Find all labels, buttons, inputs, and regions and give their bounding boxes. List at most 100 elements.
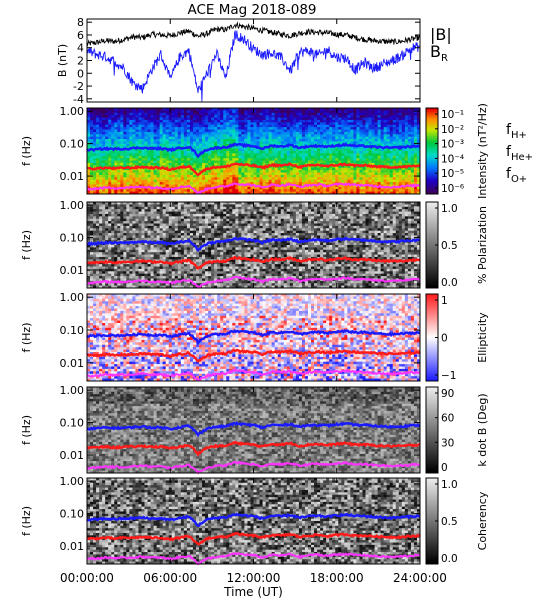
spectrogram-cell xyxy=(135,153,139,157)
spectrogram-cell xyxy=(211,146,215,150)
spectrogram-cell xyxy=(135,170,139,173)
spectrogram-cell xyxy=(232,174,236,178)
spectrogram-cell xyxy=(250,174,254,178)
spectrogram-cell xyxy=(120,119,124,123)
colorbar-swatch xyxy=(426,161,438,165)
colorbar-swatch xyxy=(426,191,438,195)
spectrogram-cell xyxy=(138,172,142,176)
spectrogram-cell xyxy=(162,155,167,159)
spectrogram-cell xyxy=(389,158,394,161)
spectrogram-cell xyxy=(214,155,218,159)
spectrogram-cell xyxy=(150,117,154,121)
spectrogram-cell xyxy=(102,182,106,185)
spectrogram-cell xyxy=(114,237,118,241)
spectrogram-cell xyxy=(277,141,282,145)
spectrogram-cell xyxy=(159,112,164,116)
spectrogram-cell xyxy=(141,115,145,118)
spectrogram-cell xyxy=(87,211,91,215)
spectrogram-cell xyxy=(153,204,158,208)
spectrogram-cell xyxy=(123,153,127,157)
spectrogram-cell xyxy=(138,223,142,227)
spectrogram-cell xyxy=(329,179,333,183)
spectrogram-cell xyxy=(341,127,345,130)
spectrogram-cell xyxy=(171,158,176,161)
colorbar-swatch xyxy=(426,172,438,176)
spectrogram-cell xyxy=(226,191,230,195)
spectrogram-cell xyxy=(226,143,230,147)
spectrogram-cell xyxy=(326,167,330,171)
spectrogram-cell xyxy=(380,110,385,114)
spectrogram-cell xyxy=(156,273,161,277)
spectrogram-cell xyxy=(153,206,158,210)
y-tick-label: 0 xyxy=(77,67,84,80)
spectrogram-cell xyxy=(205,117,209,121)
spectrogram-cell xyxy=(159,179,164,183)
spectrogram-cell xyxy=(317,134,321,138)
spectrogram-cell xyxy=(183,160,188,164)
spectrogram-cell xyxy=(365,158,369,161)
spectrogram-cell xyxy=(135,278,139,282)
spectrogram-cell xyxy=(171,146,176,150)
spectrogram-cell xyxy=(404,119,409,123)
spectrogram-cell xyxy=(87,276,91,279)
spectrogram-cell xyxy=(229,117,233,121)
spectrogram-cell xyxy=(386,172,391,176)
spectrogram-cell xyxy=(323,115,327,118)
spectrogram-cell xyxy=(217,119,221,123)
spectrogram-cell xyxy=(141,172,145,176)
spectrogram-cell xyxy=(326,191,330,195)
spectrogram-cell xyxy=(90,119,94,123)
spectrogram-cell xyxy=(126,235,130,239)
y-axis-label: f (Hz) xyxy=(20,136,33,166)
spectrogram-cell xyxy=(344,179,348,183)
spectrogram-cell xyxy=(123,264,127,267)
spectrogram-cell xyxy=(156,151,161,154)
spectrogram-cell xyxy=(162,266,167,270)
spectrogram-cell xyxy=(150,143,154,147)
spectrogram-cell xyxy=(323,122,327,126)
spectrogram-cell xyxy=(329,148,333,152)
spectrogram-cell xyxy=(265,141,270,145)
spectrogram-cell xyxy=(108,216,112,220)
spectrogram-cell xyxy=(220,143,224,147)
spectrogram-cell xyxy=(162,252,167,255)
spectrogram-cell xyxy=(129,110,133,114)
spectrogram-cell xyxy=(208,170,212,173)
spectrogram-cell xyxy=(223,117,227,121)
spectrogram-cell xyxy=(123,115,127,118)
spectrogram-cell xyxy=(265,151,270,154)
spectrogram-cell xyxy=(114,115,118,118)
spectrogram-cell xyxy=(247,189,251,193)
spectrogram-cell xyxy=(108,160,112,164)
spectrogram-cell xyxy=(141,252,145,255)
spectrogram-cell xyxy=(159,209,164,212)
spectrogram-cell xyxy=(298,158,303,161)
spectrogram-cell xyxy=(129,127,133,130)
spectrogram-cell xyxy=(120,162,124,166)
spectrogram-cell xyxy=(311,191,315,195)
spectrogram-cell xyxy=(220,179,224,183)
spectrogram-cell xyxy=(235,134,239,138)
spectrogram-cell xyxy=(105,228,109,232)
spectrogram-cell xyxy=(93,259,97,263)
spectrogram-cell xyxy=(280,124,285,128)
spectrogram-cell xyxy=(317,141,321,145)
spectrogram-cell xyxy=(392,167,397,171)
spectrogram-cell xyxy=(99,252,103,255)
spectrogram-cell xyxy=(102,252,106,255)
spectrogram-cell xyxy=(217,143,221,147)
spectrogram-cell xyxy=(347,119,351,123)
spectrogram-cell xyxy=(386,131,391,135)
spectrogram-cell xyxy=(323,160,327,164)
spectrogram-cell xyxy=(99,122,103,126)
spectrogram-cell xyxy=(111,151,115,154)
spectrogram-cell xyxy=(229,141,233,145)
spectrogram-cell xyxy=(183,191,188,195)
spectrogram-cell xyxy=(138,148,142,152)
spectrogram-cell xyxy=(262,160,267,164)
spectrogram-cell xyxy=(153,182,158,185)
spectrogram-cell xyxy=(359,177,363,181)
spectrogram-cell xyxy=(87,182,91,185)
spectrogram-cell xyxy=(199,131,203,135)
spectrogram-cell xyxy=(407,189,412,193)
